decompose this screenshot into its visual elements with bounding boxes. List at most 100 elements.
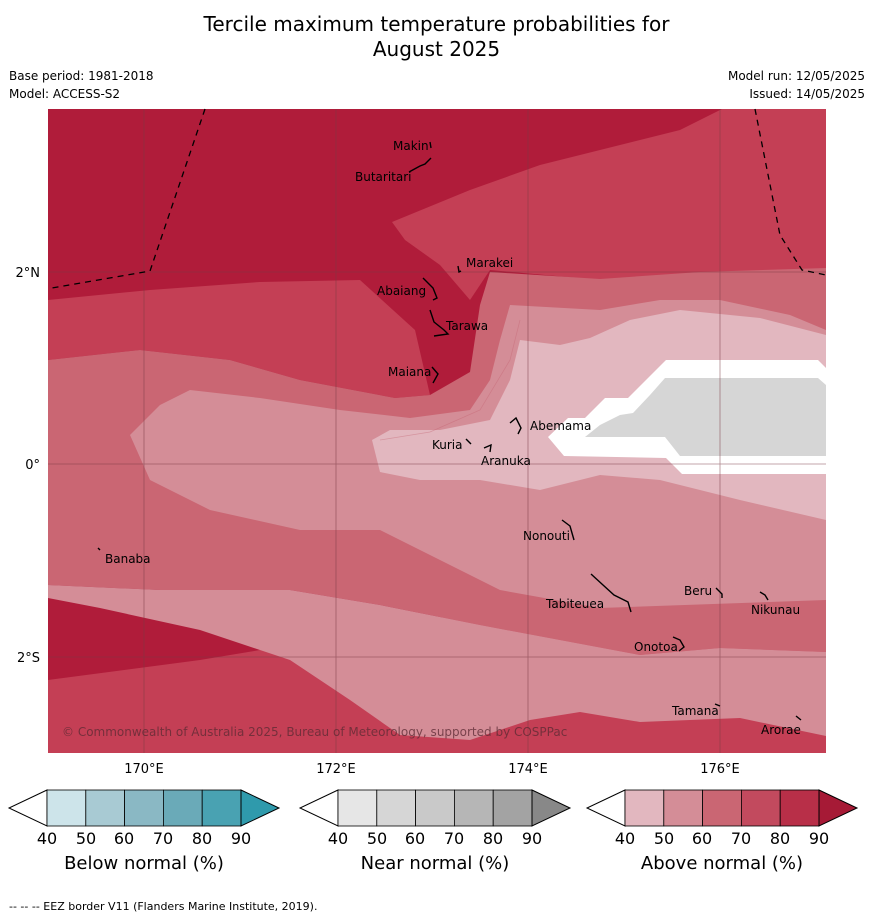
colorbar-high-arrow [531, 789, 572, 827]
lon-axis: 170°E 172°E 174°E 176°E [124, 762, 740, 777]
label-nikunau: Nikunau [751, 603, 800, 617]
cb0-tick-70: 70 [152, 829, 174, 848]
base-period: Base period: 1981-2018 [9, 69, 154, 83]
island-abemama [509, 416, 522, 435]
cb0-tick-90: 90 [230, 829, 252, 848]
model-name: Model: ACCESS-S2 [9, 87, 121, 101]
colorbar-box [663, 789, 704, 827]
cb2-tick-80: 80 [769, 829, 791, 848]
island-kuria [465, 438, 472, 445]
cb0-tick-50: 50 [75, 829, 97, 848]
island-tarawa [429, 309, 450, 337]
colorbar-low-arrow [298, 789, 339, 827]
cb1-tick-40: 40 [327, 829, 349, 848]
island-tabiteuea [590, 573, 632, 613]
label-beru: Beru [684, 584, 712, 598]
tercile-map: Makin Butaritari Marakei Abaiang Tarawa … [16, 108, 827, 777]
label-onotoa: Onotoa [634, 640, 678, 654]
region-near-50 [585, 378, 826, 456]
island-nikunau [759, 591, 769, 601]
island-abaiang [422, 277, 438, 301]
label-arorae: Arorae [761, 723, 801, 737]
island-beru [715, 587, 723, 598]
island-banaba [97, 547, 101, 551]
colorbar-high-arrow [818, 789, 859, 827]
label-butaritari: Butaritari [355, 170, 412, 184]
colorbar-box [624, 789, 665, 827]
colorbar-near-normal [298, 789, 572, 827]
lon-label-172e: 172°E [316, 762, 356, 777]
lon-label-170e: 170°E [124, 762, 164, 777]
colorbar-box [162, 789, 203, 827]
colorbar-box [492, 789, 533, 827]
cb1-tick-70: 70 [443, 829, 465, 848]
colorbar-above-normal [585, 789, 859, 827]
colorbar-below-normal [7, 789, 281, 827]
label-abemama: Abemama [530, 419, 591, 433]
cb0-tick-40: 40 [36, 829, 58, 848]
island-butaritari [408, 157, 432, 173]
cb2-tick-40: 40 [614, 829, 636, 848]
label-tamana: Tamana [671, 704, 719, 718]
meta-right: Model run: 12/05/2025 Issued: 14/05/2025 [728, 67, 865, 103]
copyright-notice: © Commonwealth of Australia 2025, Bureau… [62, 725, 567, 739]
lat-axis: 2°N 0° 2°S [16, 266, 41, 666]
probability-field [48, 109, 826, 753]
cb2-tick-90: 90 [808, 829, 830, 848]
colorbar-box [779, 789, 820, 827]
label-marakei: Marakei [466, 256, 513, 270]
label-tabiteuea: Tabiteuea [545, 597, 604, 611]
colorbar-box [201, 789, 242, 827]
colorbar-box [376, 789, 417, 827]
eez-borders [51, 108, 827, 289]
colorbar-box [740, 789, 781, 827]
eez-border-west [51, 108, 206, 289]
cb1-title: Near normal (%) [360, 853, 510, 874]
cb1-tick-80: 80 [482, 829, 504, 848]
grid-lines [48, 109, 826, 753]
colorbar-high-arrow [240, 789, 281, 827]
label-maiana: Maiana [388, 365, 431, 379]
lon-label-176e: 176°E [700, 762, 740, 777]
chart-title: Tercile maximum temperature probabilitie… [0, 12, 873, 62]
island-aranuka [483, 443, 492, 453]
cb1-tick-60: 60 [404, 829, 426, 848]
colorbar-box [453, 789, 494, 827]
region-above-80 [48, 109, 826, 753]
island-tamana [714, 703, 721, 707]
title-line-1: Tercile maximum temperature probabilitie… [203, 12, 670, 36]
footer-note: -- -- -- EEZ border V11 (Flanders Marine… [9, 900, 318, 913]
cb0-tick-80: 80 [191, 829, 213, 848]
label-nonouti: Nonouti [523, 529, 570, 543]
colorbar-low-arrow [7, 789, 48, 827]
cb0-tick-60: 60 [113, 829, 135, 848]
island-arorae [795, 715, 802, 721]
lon-label-174e: 174°E [508, 762, 548, 777]
colorbar-box [85, 789, 126, 827]
label-abaiang: Abaiang [377, 284, 426, 298]
colorbar-box [46, 789, 87, 827]
cb1-tick-50: 50 [366, 829, 388, 848]
title-line-2: August 2025 [372, 37, 501, 61]
lat-label-2n: 2°N [16, 266, 41, 281]
colorbar-box [702, 789, 742, 827]
cb2-title: Above normal (%) [640, 853, 804, 874]
cb0-title: Below normal (%) [64, 853, 224, 874]
island-nonouti [561, 519, 575, 541]
label-tarawa: Tarawa [445, 319, 488, 333]
cb2-tick-60: 60 [691, 829, 713, 848]
label-banaba: Banaba [105, 552, 151, 566]
island-onotoa [672, 636, 685, 652]
colorbar-box [124, 789, 164, 827]
island-makin [429, 141, 432, 149]
island-marakei [457, 265, 462, 274]
cb2-tick-50: 50 [653, 829, 675, 848]
island-maiana [431, 366, 439, 384]
place-labels: Makin Butaritari Marakei Abaiang Tarawa … [105, 139, 801, 737]
issued-date: Issued: 14/05/2025 [749, 87, 865, 101]
lat-label-0: 0° [25, 458, 40, 473]
colorbar-box [337, 789, 378, 827]
model-run: Model run: 12/05/2025 [727, 69, 865, 83]
cb1-tick-90: 90 [521, 829, 543, 848]
meta-left: Base period: 1981-2018 Model: ACCESS-S2 [9, 67, 154, 103]
